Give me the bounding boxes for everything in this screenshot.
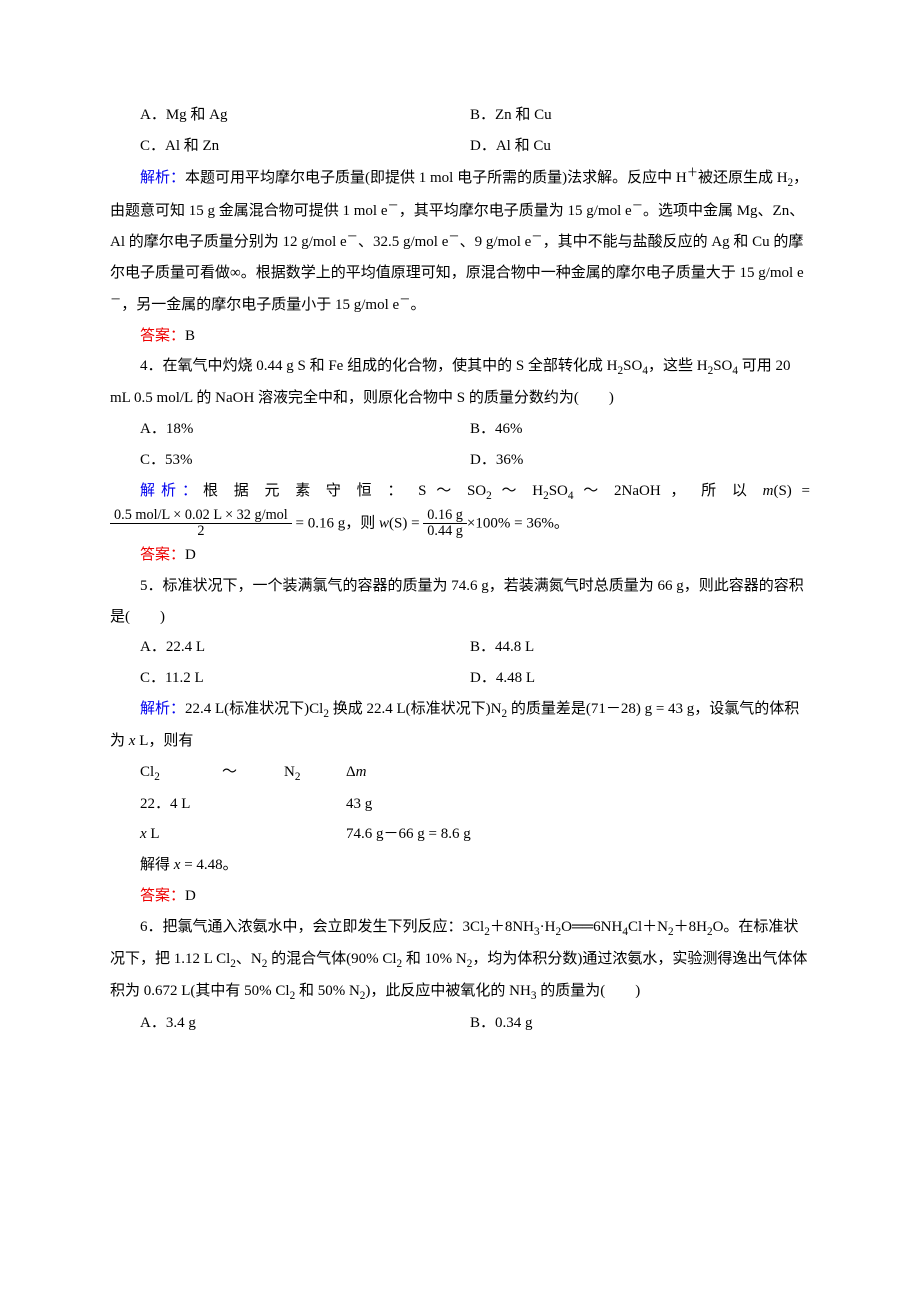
q5-r3c4: 74.6 g－66 g = 8.6 g [346, 819, 483, 850]
q4-answer-line: 答案：D [110, 540, 810, 571]
analysis-label: 解析： [140, 701, 185, 717]
q5-r3c1: x L [140, 819, 222, 850]
q4-frac-ws: 0.16 g 0.44 g [423, 508, 467, 540]
q4-ws-prefix-w: w [379, 515, 389, 531]
q4-frac-ms: 0.5 mol/L × 0.02 L × 32 g/mol 2 [110, 508, 292, 540]
q5-option-c[interactable]: C．11.2 L [140, 663, 470, 694]
q5-stem: 5．标准状况下，一个装满氯气的容器的质量为 74.6 g，若装满氮气时总质量为 … [110, 571, 810, 633]
q5-option-b[interactable]: B．44.8 L [470, 632, 534, 663]
q4-ws-tail: ×100% = 36%。 [467, 515, 569, 531]
answer-label: 答案： [140, 888, 185, 904]
q4-option-b[interactable]: B．46% [470, 414, 523, 445]
q4-analysis: 解析：根 据 元 素 守 恒 ： S ～ SO2 ～ H2SO4 ～ 2NaOH… [110, 476, 810, 508]
q4-analysis-math: 0.5 mol/L × 0.02 L × 32 g/mol 2 = 0.16 g… [110, 508, 810, 540]
answer-label: 答案： [140, 328, 185, 344]
q5-option-a[interactable]: A．22.4 L [140, 632, 470, 663]
q3-option-d[interactable]: D．Al 和 Cu [470, 131, 551, 162]
q6-stem: 6．把氯气通入浓氨水中，会立即发生下列反应：3Cl2＋8NH3·H2O══6NH… [110, 912, 810, 1008]
q5-r1c3: N2 [284, 757, 346, 789]
q5-r1c2: ～ [222, 757, 284, 789]
q6-option-a[interactable]: A．3.4 g [140, 1008, 470, 1039]
table-row: Cl2 ～ N2 Δm [140, 757, 483, 789]
q4-ms-eq: = 0.16 g，则 [296, 515, 379, 531]
q5-answer: D [185, 888, 196, 904]
q5-r1c1: Cl2 [140, 757, 222, 789]
q5-option-d[interactable]: D．4.48 L [470, 663, 535, 694]
q5-solve: 解得 x = 4.48。 [110, 850, 810, 881]
q5-proportion-table: Cl2 ～ N2 Δm 22．4 L 43 g x L 74.6 g－66 g … [140, 757, 483, 851]
answer-label: 答案： [140, 547, 185, 563]
q3-option-a[interactable]: A．Mg 和 Ag [140, 100, 470, 131]
q4-answer: D [185, 547, 196, 563]
q5-r2c4: 43 g [346, 789, 483, 820]
table-row: x L 74.6 g－66 g = 8.6 g [140, 819, 483, 850]
q5-r2c1: 22．4 L [140, 789, 222, 820]
q3-option-c[interactable]: C．Al 和 Zn [140, 131, 470, 162]
q3-analysis: 解析：本题可用平均摩尔电子质量(即提供 1 mol 电子所需的质量)法求解。反应… [110, 162, 810, 321]
analysis-label: 解析： [140, 170, 185, 186]
q3-answer: B [185, 328, 195, 344]
q4-jiexi-lead: 根 据 元 素 守 恒 ： S ～ SO2 ～ H2SO4 ～ 2NaOH ， … [203, 483, 810, 499]
q3-option-b[interactable]: B．Zn 和 Cu [470, 100, 552, 131]
q4-option-a[interactable]: A．18% [140, 414, 470, 445]
table-row: 22．4 L 43 g [140, 789, 483, 820]
analysis-label: 解析： [140, 483, 203, 499]
q5-answer-line: 答案：D [110, 881, 810, 912]
q3-answer-line: 答案：B [110, 321, 810, 352]
q5-jiexi-lead: 22.4 L(标准状况下)Cl2 换成 22.4 L(标准状况下)N2 的质量差… [110, 701, 799, 749]
q4-ws-prefix: (S) = [389, 515, 423, 531]
q4-stem: 4．在氧气中灼烧 0.44 g S 和 Fe 组成的化合物，使其中的 S 全部转… [110, 351, 810, 414]
q4-option-c[interactable]: C．53% [140, 445, 470, 476]
q3-analysis-text: 本题可用平均摩尔电子质量(即提供 1 mol 电子所需的质量)法求解。反应中 H… [110, 170, 808, 313]
q6-option-b[interactable]: B．0.34 g [470, 1008, 533, 1039]
q5-analysis: 解析：22.4 L(标准状况下)Cl2 换成 22.4 L(标准状况下)N2 的… [110, 694, 810, 757]
q4-option-d[interactable]: D．36% [470, 445, 523, 476]
q5-r1c4: Δm [346, 757, 483, 789]
